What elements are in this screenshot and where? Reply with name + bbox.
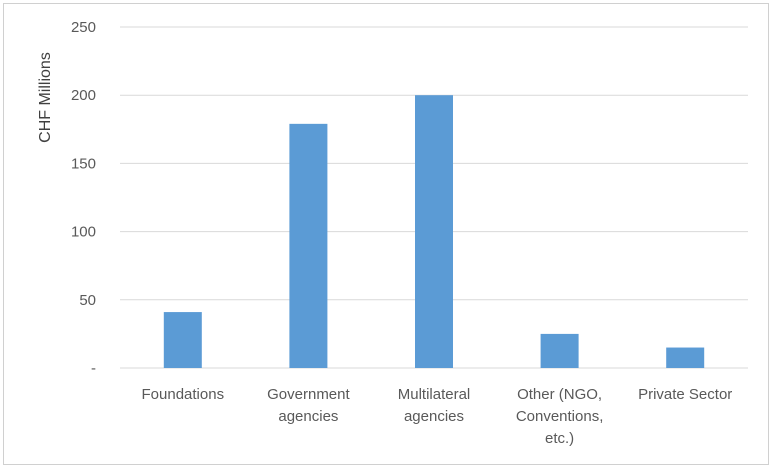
y-tick-label: 50 bbox=[79, 292, 96, 309]
y-tick-label: - bbox=[91, 360, 96, 377]
y-tick-label: 150 bbox=[71, 155, 96, 172]
x-category-label: Government agencies bbox=[267, 386, 350, 425]
chart-frame bbox=[3, 3, 769, 465]
x-axis-categories: Foundations Government agenciesMultilatera… bbox=[142, 386, 733, 447]
x-category-label-line: Foundations bbox=[142, 386, 225, 403]
bar bbox=[540, 333, 579, 368]
x-category-label-line: agencies bbox=[404, 408, 464, 425]
x-category-label-line: Private Sector bbox=[638, 386, 732, 403]
y-tick-label: 250 bbox=[71, 19, 96, 36]
y-tick-label: 200 bbox=[71, 87, 96, 104]
y-tick-label: 100 bbox=[71, 224, 96, 241]
x-category-label: Other (NGO, Conventions, etc.) bbox=[516, 386, 604, 447]
x-category-label: Private Sector bbox=[638, 386, 732, 403]
x-category-label: Foundations bbox=[142, 386, 225, 403]
x-category-label-line: Government bbox=[267, 386, 350, 403]
x-category-label-line: Other (NGO, bbox=[517, 386, 602, 403]
bar bbox=[666, 347, 705, 368]
bar bbox=[415, 95, 453, 368]
x-category-label-line: Conventions, bbox=[516, 408, 604, 425]
bar bbox=[163, 312, 202, 368]
y-axis-ticks: - 50 100 150 200 250 bbox=[71, 19, 96, 377]
x-category-label-line: etc.) bbox=[545, 430, 574, 447]
y-axis-title: CHF Millions bbox=[37, 52, 54, 143]
x-category-label-line: Multilateral bbox=[398, 386, 471, 403]
bar bbox=[289, 123, 328, 369]
bars bbox=[163, 95, 705, 369]
x-category-label-line: agencies bbox=[278, 408, 338, 425]
x-category-label: Multilateral agencies bbox=[398, 386, 471, 425]
